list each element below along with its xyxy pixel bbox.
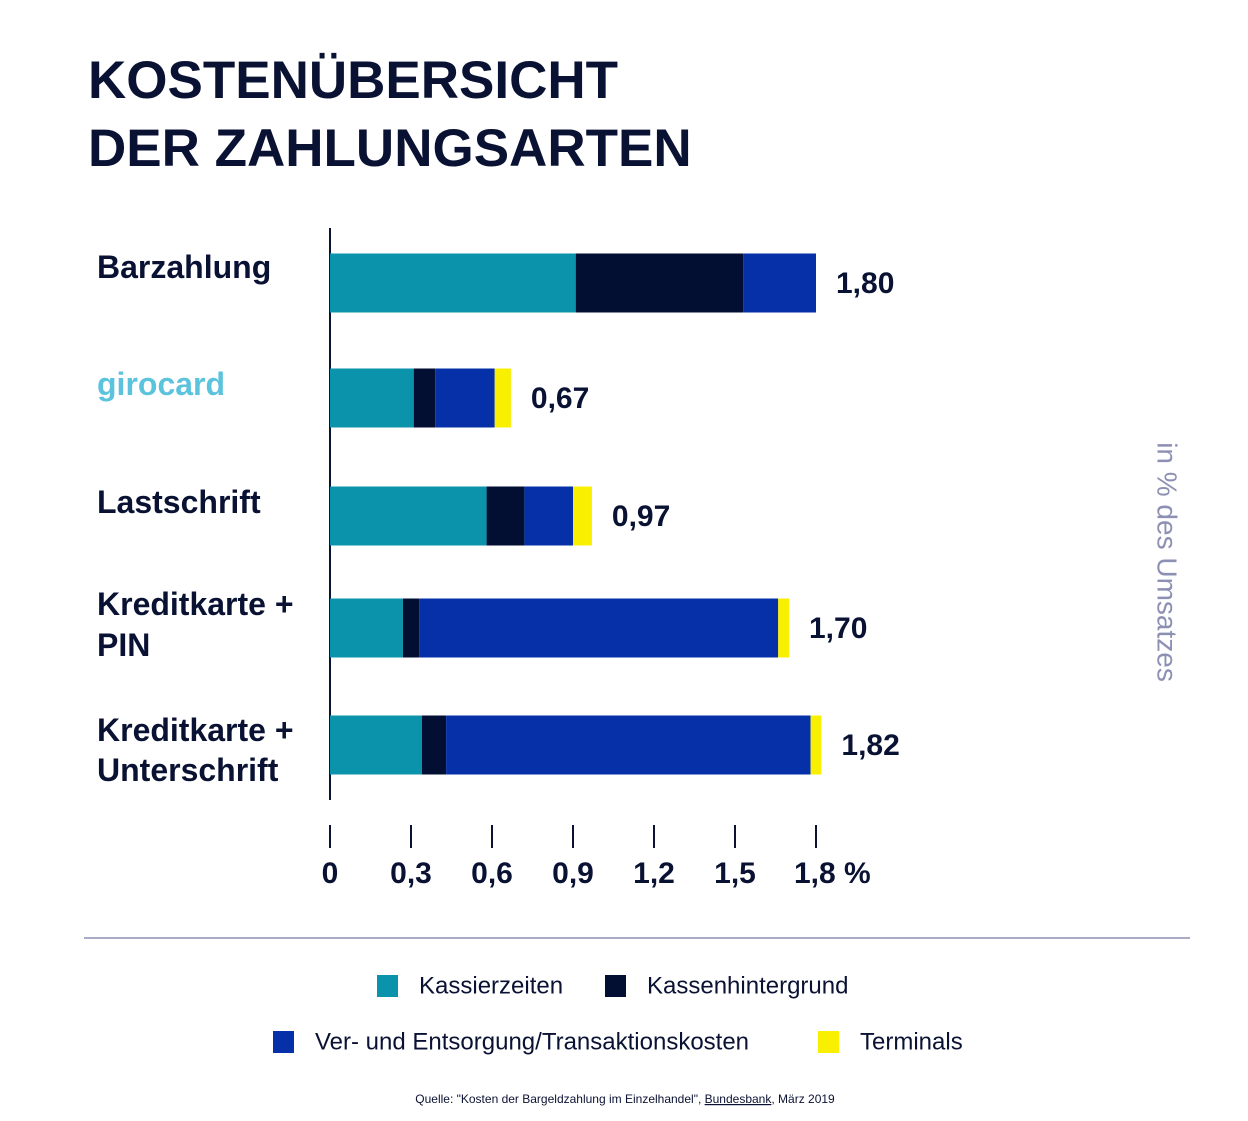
bar-segment xyxy=(778,598,789,658)
category-line: PIN xyxy=(97,627,150,663)
bar-segment xyxy=(421,715,447,775)
x-tick-label: 0 xyxy=(322,857,339,890)
category-line: Kreditkarte + xyxy=(97,712,294,748)
x-tick-label: 1,2 xyxy=(633,857,675,890)
legend-swatch xyxy=(605,975,626,997)
total-label: 0,97 xyxy=(612,500,670,533)
category-line: girocard xyxy=(97,366,225,402)
bar-segment xyxy=(573,486,592,546)
x-tick-label: 1,8 % xyxy=(794,857,871,890)
x-tick-label: 1,5 xyxy=(714,857,756,890)
category-label: Kreditkarte + PIN xyxy=(97,586,294,663)
bar-segment xyxy=(446,715,811,775)
total-label: 0,67 xyxy=(531,382,589,415)
axis-label: in % des Umsatzes xyxy=(1152,442,1183,682)
bar-segment xyxy=(743,253,816,313)
category-label: Lastschrift xyxy=(97,484,261,520)
x-tick-label: 0,6 xyxy=(471,857,513,890)
category-line: Kreditkarte + xyxy=(97,586,294,622)
x-tick-label: 0,3 xyxy=(390,857,432,890)
bar-segment xyxy=(810,715,822,775)
category-label: Kreditkarte + Unterschrift xyxy=(97,712,294,788)
bar-segment xyxy=(330,253,576,313)
source-link: Bundesbank xyxy=(705,1092,773,1106)
category-label: girocard xyxy=(97,366,225,402)
bar-segment xyxy=(575,253,744,313)
chart-title: DER ZAHLUNGSARTEN xyxy=(88,119,692,178)
bar-segment xyxy=(524,486,573,546)
legend-label: Ver- und Entsorgung/Transaktionskosten xyxy=(315,1028,749,1055)
source-text: Quelle: "Kosten der Bargeldzahlung im Ei… xyxy=(415,1092,704,1106)
x-tick-label: 0,9 xyxy=(552,857,594,890)
bar-segment xyxy=(330,368,414,428)
bar-segment xyxy=(330,598,403,658)
total-label: 1,82 xyxy=(841,729,899,762)
bar-segment xyxy=(402,598,420,658)
bar-segment xyxy=(486,486,525,546)
legend-swatch xyxy=(273,1031,294,1053)
total-label: 1,70 xyxy=(809,612,867,645)
legend-swatch xyxy=(377,975,398,997)
category-line: Unterschrift xyxy=(97,752,279,788)
bar-segment xyxy=(435,368,495,428)
legend-swatch xyxy=(818,1031,839,1053)
bar-segment xyxy=(494,368,511,428)
chart-title: KOSTENÜBERSICHT xyxy=(88,51,618,110)
bar-segment xyxy=(413,368,436,428)
bar-segment xyxy=(330,715,422,775)
legend-label: Terminals xyxy=(860,1028,963,1055)
legend-label: Kassenhintergrund xyxy=(647,972,848,999)
legend-label: Kassierzeiten xyxy=(419,972,563,999)
bar-segment xyxy=(330,486,487,546)
category-label: Barzahlung xyxy=(97,249,271,285)
bar-segment xyxy=(419,598,779,658)
source-text: , März 2019 xyxy=(771,1092,835,1106)
total-label: 1,80 xyxy=(836,267,894,300)
source: Quelle: "Kosten der Bargeldzahlung im Ei… xyxy=(415,1092,835,1106)
category-line: Lastschrift xyxy=(97,484,261,520)
category-line: Barzahlung xyxy=(97,249,271,285)
